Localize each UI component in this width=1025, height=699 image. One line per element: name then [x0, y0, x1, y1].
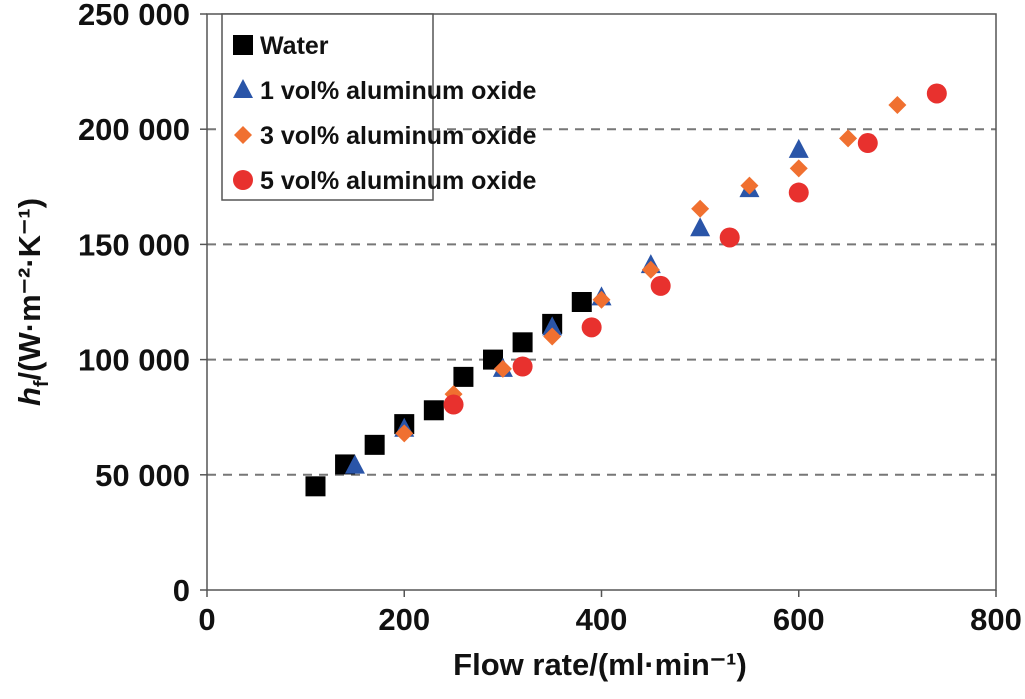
legend-label: 1 vol% aluminum oxide: [260, 77, 537, 105]
triangle-point: [788, 138, 809, 158]
diamond-point: [740, 176, 759, 195]
x-tick-label: 600: [773, 602, 825, 637]
y-tick-label: 150 000: [78, 227, 190, 262]
diamond-point: [839, 129, 858, 148]
diamond-point: [592, 290, 611, 309]
diamond-point: [888, 96, 907, 115]
diamond-point: [543, 327, 562, 346]
square-point: [305, 476, 326, 497]
x-tick-label: 400: [576, 602, 628, 637]
diamond-point: [641, 260, 660, 279]
legend-label: 5 vol% aluminum oxide: [260, 167, 537, 195]
square-point: [571, 292, 592, 312]
circle-point: [581, 317, 602, 338]
series-circle: [443, 83, 947, 415]
y-label-units: /(W·m⁻²·K⁻¹): [12, 198, 47, 381]
legend-label: Water: [260, 32, 329, 60]
y-tick-label: 0: [173, 573, 190, 608]
x-tick-label: 0: [198, 602, 215, 637]
legend: Water 1 vol% aluminum oxide 3 vol% aluminu…: [221, 13, 537, 201]
series-diamond: [395, 96, 907, 443]
diamond-point: [395, 424, 414, 443]
legend-box: [221, 13, 434, 201]
y-tick-label: 100 000: [78, 343, 190, 378]
circle-point: [857, 133, 878, 154]
square-point: [423, 400, 444, 421]
circle-point: [443, 394, 464, 415]
y-label-sub: f: [31, 380, 53, 387]
data-points: [305, 83, 947, 497]
x-axis-label: Flow rate/(ml·min⁻¹): [453, 647, 747, 682]
legend-circle-icon: [233, 170, 253, 190]
x-tick-label: 200: [378, 602, 430, 637]
legend-diamond-icon: [234, 126, 252, 144]
y-label-h: h: [12, 387, 47, 406]
y-tick-label: 50 000: [95, 458, 190, 493]
x-tick-label: 800: [970, 602, 1022, 637]
square-point: [512, 332, 533, 353]
square-point: [483, 349, 504, 370]
y-axis-label: hf/(W·m⁻²·K⁻¹): [12, 198, 53, 406]
circle-point: [650, 275, 671, 296]
circle-point: [788, 182, 809, 203]
triangle-point: [690, 217, 711, 237]
axis-ticks: 0 50 000 100 000 150 000 200 000 250 000 0 200 4…: [78, 0, 1022, 637]
triangle-point: [344, 454, 365, 474]
diamond-point: [493, 359, 512, 378]
y-tick-label: 200 000: [78, 112, 190, 147]
circle-point: [719, 227, 740, 248]
circle-point: [512, 356, 533, 377]
square-point: [453, 366, 474, 387]
circle-point: [926, 83, 947, 104]
y-tick-label: 250 000: [78, 0, 190, 32]
square-point: [364, 434, 385, 455]
legend-label: 3 vol% aluminum oxide: [260, 122, 537, 150]
legend-triangle-icon: [233, 79, 253, 98]
triangle-point: [542, 316, 563, 336]
diamond-point: [691, 199, 710, 218]
diamond-point: [789, 159, 808, 178]
legend-square-icon: [233, 35, 253, 55]
